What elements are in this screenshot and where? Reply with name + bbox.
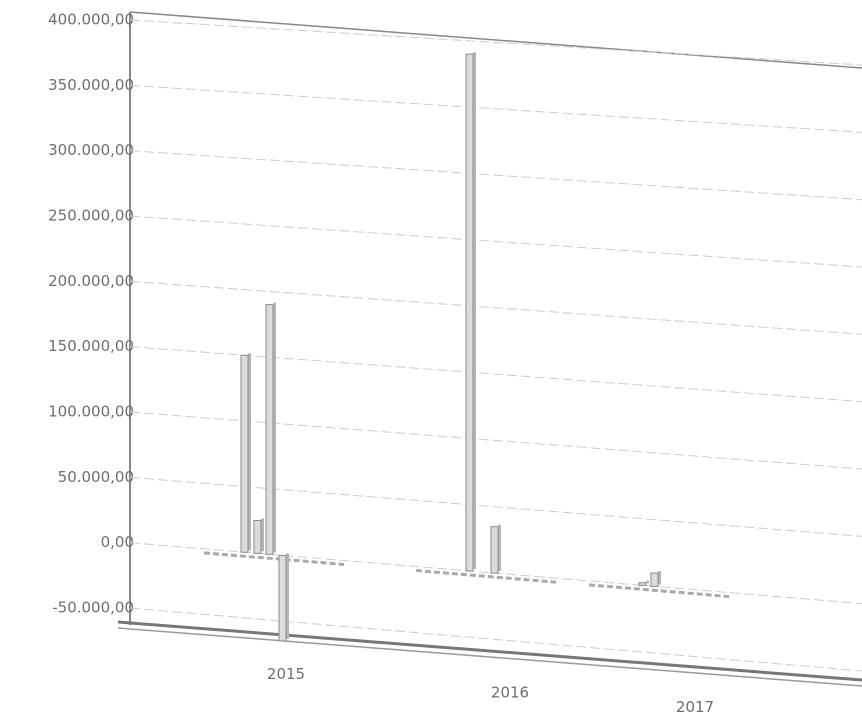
grid-line (129, 19, 862, 66)
grid-line (129, 215, 862, 268)
y-tick-label: 100.000,00 (48, 403, 134, 421)
y-tick-label: 350.000,00 (48, 76, 134, 94)
grid-line (129, 280, 862, 335)
bar (465, 53, 474, 572)
y-tick-label: 0,00 (101, 533, 134, 551)
y-tick-label: 400.000,00 (48, 11, 134, 29)
grid-line (129, 476, 862, 537)
y-tick-label: -50.000,00 (52, 599, 134, 617)
bar-side (646, 580, 649, 584)
grid-line (129, 346, 862, 403)
bar-side (658, 571, 661, 585)
grid-line (129, 607, 862, 672)
x-tick-label: 2017 (676, 698, 714, 712)
bar (490, 526, 499, 574)
frame-top (129, 11, 862, 69)
floor-strip (415, 569, 557, 584)
bar-side (261, 518, 264, 552)
bar (650, 572, 659, 587)
bar (240, 354, 249, 553)
bar-side (273, 302, 276, 553)
grid-line (129, 411, 862, 470)
grid-line (129, 150, 862, 201)
floor-strip (588, 583, 730, 599)
x-tick-label: 2015 (267, 665, 305, 683)
floor-edge (117, 620, 862, 682)
bar (265, 304, 274, 555)
bar (638, 582, 647, 586)
y-tick-label: 200.000,00 (48, 272, 134, 290)
x-tick-label: 2016 (491, 683, 529, 701)
floor-edge (117, 627, 862, 687)
bar-side (498, 524, 501, 572)
y-tick-label: 50.000,00 (58, 468, 134, 486)
floor-strip (203, 551, 345, 566)
y-tick-label: 150.000,00 (48, 337, 134, 355)
bar-side (286, 553, 289, 639)
y-tick-label: 250.000,00 (48, 207, 134, 225)
grid-line (129, 84, 862, 133)
bar-side (248, 353, 251, 551)
bar (253, 519, 262, 554)
bar-side (473, 52, 476, 569)
y-tick-label: 300.000,00 (48, 141, 134, 159)
bar (278, 554, 287, 642)
